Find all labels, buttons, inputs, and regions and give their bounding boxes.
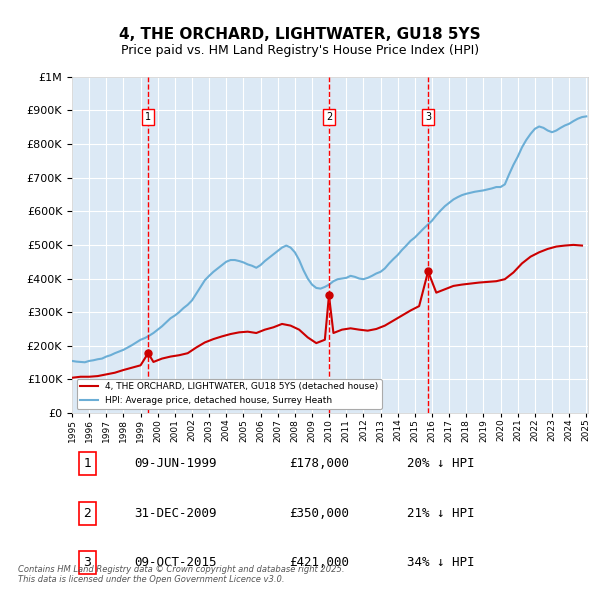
Text: 31-DEC-2009: 31-DEC-2009 [134, 507, 217, 520]
Text: 4, THE ORCHARD, LIGHTWATER, GU18 5YS: 4, THE ORCHARD, LIGHTWATER, GU18 5YS [119, 27, 481, 41]
Text: 3: 3 [425, 112, 431, 122]
Legend: 4, THE ORCHARD, LIGHTWATER, GU18 5YS (detached house), HPI: Average price, detac: 4, THE ORCHARD, LIGHTWATER, GU18 5YS (de… [77, 379, 382, 408]
Text: 09-OCT-2015: 09-OCT-2015 [134, 556, 217, 569]
Text: 09-JUN-1999: 09-JUN-1999 [134, 457, 217, 470]
Text: Contains HM Land Registry data © Crown copyright and database right 2025.
This d: Contains HM Land Registry data © Crown c… [18, 565, 344, 584]
Text: 2: 2 [326, 112, 332, 122]
Text: 2: 2 [83, 507, 91, 520]
Text: £421,000: £421,000 [289, 556, 349, 569]
Text: 21% ↓ HPI: 21% ↓ HPI [407, 507, 475, 520]
Text: £350,000: £350,000 [289, 507, 349, 520]
Text: 34% ↓ HPI: 34% ↓ HPI [407, 556, 475, 569]
Text: 20% ↓ HPI: 20% ↓ HPI [407, 457, 475, 470]
Text: 1: 1 [145, 112, 151, 122]
Text: 3: 3 [83, 556, 91, 569]
Text: £178,000: £178,000 [289, 457, 349, 470]
Text: 1: 1 [83, 457, 91, 470]
Text: Price paid vs. HM Land Registry's House Price Index (HPI): Price paid vs. HM Land Registry's House … [121, 44, 479, 57]
